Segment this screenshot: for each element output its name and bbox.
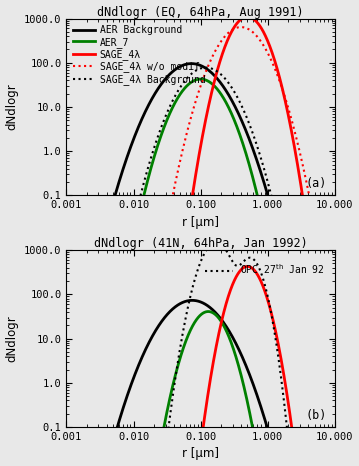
Text: (a): (a) <box>305 177 327 190</box>
Legend: AER Background, AER_7, SAGE_4λ, SAGE_4λ w/o modif, SAGE_4λ Background: AER Background, AER_7, SAGE_4λ, SAGE_4λ … <box>71 23 207 87</box>
Title: dNdlogr (EQ, 64hPa, Aug 1991): dNdlogr (EQ, 64hPa, Aug 1991) <box>97 6 304 19</box>
X-axis label: r [μm]: r [μm] <box>182 216 219 229</box>
X-axis label: r [μm]: r [μm] <box>182 447 219 460</box>
Y-axis label: dNdlogr: dNdlogr <box>5 83 19 130</box>
Legend: OPC 27$^{\rm th}$ Jan 92: OPC 27$^{\rm th}$ Jan 92 <box>204 260 327 278</box>
Text: (b): (b) <box>305 409 327 422</box>
Y-axis label: dNdlogr: dNdlogr <box>5 315 19 362</box>
Title: dNdlogr (41N, 64hPa, Jan 1992): dNdlogr (41N, 64hPa, Jan 1992) <box>94 237 307 250</box>
